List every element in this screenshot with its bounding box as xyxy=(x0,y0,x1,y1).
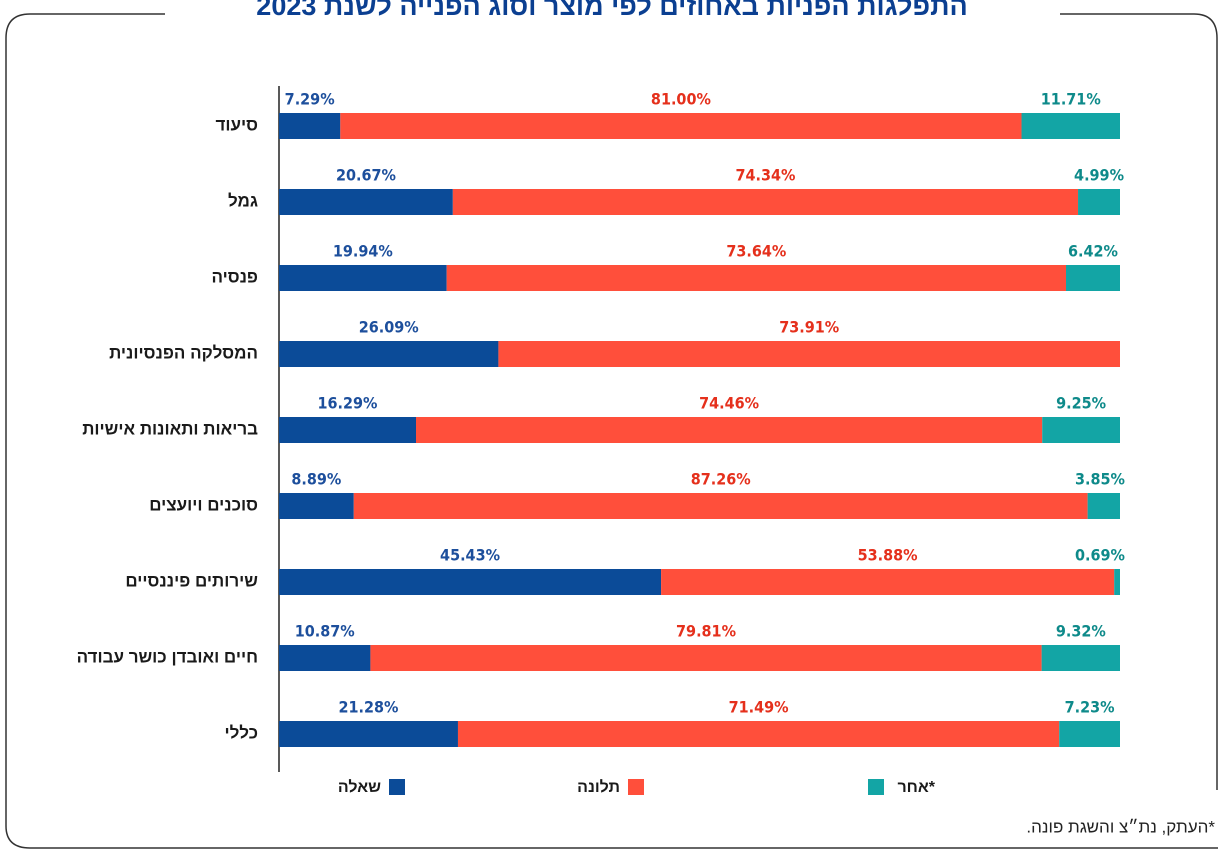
value-label: 81.00% xyxy=(651,90,711,109)
value-label: 4.99% xyxy=(1074,166,1124,185)
bar-segment xyxy=(279,265,447,291)
bar-segment xyxy=(415,417,1043,443)
value-label: 26.09% xyxy=(359,318,419,337)
category-label: שירותים פיננסיים xyxy=(125,571,258,590)
value-label: 6.42% xyxy=(1068,242,1118,261)
bar-segment xyxy=(498,341,1121,367)
bar-segment xyxy=(279,113,341,139)
value-label: 9.32% xyxy=(1056,622,1106,641)
legend-swatch xyxy=(868,779,884,795)
bar-segment xyxy=(446,265,1067,291)
bar-segment xyxy=(279,417,416,443)
value-label: 20.67% xyxy=(336,166,396,185)
category-label: פנסיה xyxy=(211,267,258,286)
value-label: 87.26% xyxy=(691,470,751,489)
bar-segment xyxy=(279,341,499,367)
bar-segment xyxy=(279,645,371,671)
category-label: סיעוד xyxy=(215,115,258,134)
value-label: 10.87% xyxy=(295,622,355,641)
bar-segment xyxy=(457,721,1060,747)
legend-swatch xyxy=(628,779,644,795)
value-label: 71.49% xyxy=(729,698,789,717)
value-label: 16.29% xyxy=(318,394,378,413)
bar-segment xyxy=(279,189,453,215)
bar-segment xyxy=(1042,417,1120,443)
legend-label: תלונה xyxy=(577,778,620,796)
bar-segment xyxy=(1087,493,1120,519)
value-label: 3.85% xyxy=(1075,470,1125,489)
value-label: 8.89% xyxy=(291,470,341,489)
category-label: המסלקה הפנסיונית xyxy=(109,343,258,362)
bar-segment xyxy=(1114,569,1120,595)
bar-segment xyxy=(1041,645,1120,671)
value-label: 11.71% xyxy=(1041,90,1101,109)
value-label: 21.28% xyxy=(339,698,399,717)
value-label: 7.29% xyxy=(285,90,335,109)
category-label: גמל xyxy=(228,191,258,210)
value-label: 74.34% xyxy=(735,166,795,185)
value-label: 7.23% xyxy=(1065,698,1115,717)
category-label: בריאות ותאונות אישיות xyxy=(82,419,258,438)
frame xyxy=(5,13,1218,849)
bar-segment xyxy=(452,189,1079,215)
footnote: *העתק, נת״צ והשגת פונה. xyxy=(1026,817,1215,836)
bar-segment xyxy=(353,493,1088,519)
value-label: 45.43% xyxy=(440,546,500,565)
value-label: 73.64% xyxy=(726,242,786,261)
legend-label: *אחר xyxy=(897,779,935,796)
bar-segment xyxy=(340,113,1022,139)
bar-segment xyxy=(1059,721,1120,747)
value-label: 79.81% xyxy=(676,622,736,641)
value-label: 19.94% xyxy=(333,242,393,261)
category-label: סוכנים ויועצים xyxy=(149,495,258,514)
bar-segment xyxy=(661,569,1115,595)
value-label: 73.91% xyxy=(779,318,839,337)
bar-segment xyxy=(1021,113,1120,139)
value-label: 53.88% xyxy=(858,546,918,565)
bar-segment xyxy=(279,721,458,747)
legend-label: שאלה xyxy=(338,778,381,796)
bar-segment xyxy=(279,493,354,519)
category-label: כללי xyxy=(225,723,258,742)
bar-segment xyxy=(370,645,1042,671)
category-label: חיים ואובדן כושר עבודה xyxy=(77,647,258,666)
value-label: 9.25% xyxy=(1056,394,1106,413)
value-label: 74.46% xyxy=(699,394,759,413)
bar-segment xyxy=(1066,265,1120,291)
bar-segment xyxy=(279,569,662,595)
value-label: 0.69% xyxy=(1075,546,1125,565)
bar-segment xyxy=(1078,189,1120,215)
legend-swatch xyxy=(389,779,405,795)
chart-title: התפלגות הפניות באחוזים לפי מוצר וסוג הפנ… xyxy=(256,0,967,21)
